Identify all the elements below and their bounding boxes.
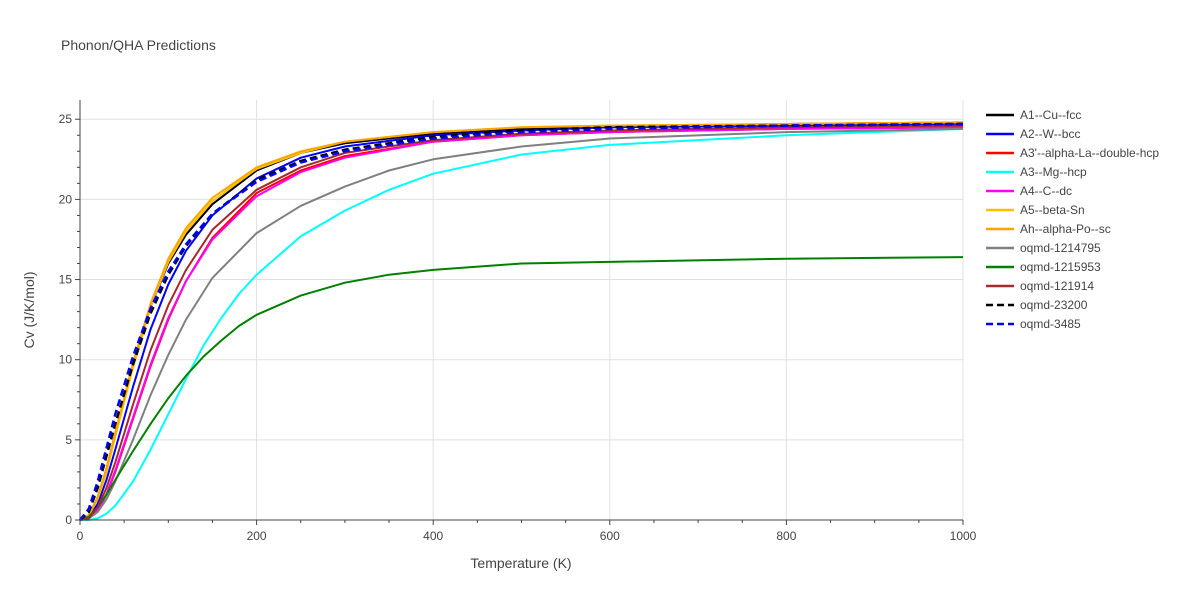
- y-tick-label: 25: [59, 112, 73, 126]
- y-tick-label: 5: [65, 433, 72, 447]
- x-tick-label: 0: [77, 529, 84, 543]
- legend-item[interactable]: Ah--alpha-Po--sc: [986, 222, 1111, 236]
- legend-item[interactable]: A4--C--dc: [986, 184, 1072, 198]
- series-line-1: [79, 123, 964, 521]
- legend-label: oqmd-23200: [1020, 298, 1088, 312]
- x-tick-label: 800: [776, 529, 796, 543]
- series-layer: [79, 121, 964, 521]
- series-line-6: [79, 121, 964, 521]
- x-tick-label: 600: [600, 529, 620, 543]
- legend-label: oqmd-121914: [1020, 279, 1094, 293]
- legend-label: A4--C--dc: [1020, 184, 1072, 198]
- legend-label: Ah--alpha-Po--sc: [1020, 222, 1111, 236]
- x-tick-label: 1000: [950, 529, 977, 543]
- x-tick-label: 200: [247, 529, 267, 543]
- x-axis-title: Temperature (K): [470, 555, 571, 571]
- legend-item[interactable]: A3--Mg--hcp: [986, 165, 1087, 179]
- legend-label: oqmd-1215953: [1020, 260, 1101, 274]
- legend[interactable]: A1--Cu--fcc A2--W--bcc A3'--alpha-La--doub…: [986, 108, 1159, 331]
- legend-item[interactable]: oqmd-1215953: [986, 260, 1101, 274]
- series-line-3: [80, 127, 964, 521]
- series-line-10: [79, 122, 964, 521]
- legend-label: A5--beta-Sn: [1020, 203, 1085, 217]
- series-line-9: [79, 124, 964, 521]
- legend-label: A2--W--bcc: [1020, 127, 1080, 141]
- y-axis-title: Cv (J/K/mol): [21, 272, 37, 349]
- legend-label: A1--Cu--fcc: [1020, 108, 1081, 122]
- y-tick-label: 10: [59, 353, 73, 367]
- y-tick-label: 0: [65, 513, 72, 527]
- legend-item[interactable]: A2--W--bcc: [986, 127, 1080, 141]
- legend-item[interactable]: A1--Cu--fcc: [986, 108, 1081, 122]
- chart-title: Phonon/QHA Predictions: [61, 37, 216, 53]
- series-line-8: [79, 256, 964, 521]
- axes: 0 200 400 600 800 1000 0 5 10 15 20 25: [59, 100, 977, 543]
- x-tick-label: 400: [423, 529, 443, 543]
- series-line-2: [79, 126, 964, 521]
- series-line-7: [79, 127, 964, 521]
- legend-label: oqmd-1214795: [1020, 241, 1101, 255]
- grid: [80, 100, 964, 520]
- y-tick-label: 15: [59, 273, 73, 287]
- series-line-4: [79, 126, 964, 521]
- series-line-11: [79, 122, 964, 521]
- legend-item[interactable]: oqmd-23200: [986, 298, 1088, 312]
- legend-label: oqmd-3485: [1020, 317, 1081, 331]
- series-line-0: [79, 121, 964, 521]
- legend-item[interactable]: oqmd-1214795: [986, 241, 1101, 255]
- legend-item[interactable]: oqmd-3485: [986, 317, 1081, 331]
- legend-label: A3'--alpha-La--double-hcp: [1020, 146, 1159, 160]
- legend-item[interactable]: oqmd-121914: [986, 279, 1094, 293]
- legend-item[interactable]: A5--beta-Sn: [986, 203, 1085, 217]
- legend-item[interactable]: A3'--alpha-La--double-hcp: [986, 146, 1159, 160]
- series-line-5: [79, 121, 964, 521]
- y-tick-label: 20: [59, 192, 73, 206]
- legend-label: A3--Mg--hcp: [1020, 165, 1087, 179]
